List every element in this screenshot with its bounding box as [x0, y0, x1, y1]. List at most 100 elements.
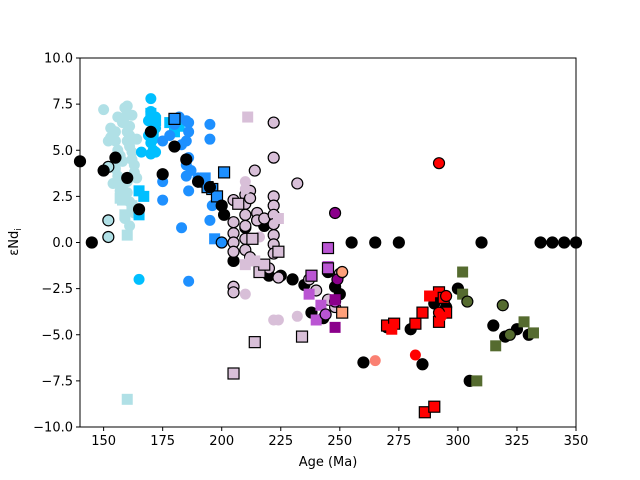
data-point-circle [156, 168, 169, 181]
series-thistle-circles-outlined [227, 116, 346, 314]
y-axis-label-subscript: i [14, 228, 24, 231]
data-point-circle [150, 146, 162, 158]
data-point-circle [461, 295, 474, 308]
data-point-circle [164, 129, 176, 141]
data-point-circle [204, 133, 216, 145]
data-point-circle [183, 275, 195, 287]
data-point-circle [121, 171, 134, 185]
y-tick-label: 7.5 [52, 98, 73, 113]
data-point-square [518, 316, 530, 328]
data-point-circle [131, 133, 143, 145]
data-point-square [329, 321, 341, 333]
data-point-circle [132, 203, 146, 216]
series-thistle-squares [239, 111, 284, 271]
data-point-circle [102, 135, 114, 147]
data-point-circle [109, 151, 122, 164]
y-tick-label: 2.5 [52, 190, 73, 205]
data-point-square [424, 290, 436, 302]
data-point-circle [409, 349, 421, 361]
data-point-circle [487, 319, 500, 332]
data-point-circle [227, 245, 240, 258]
data-point-square [321, 241, 335, 255]
series-dodger-circles-outlined [215, 236, 228, 249]
data-point-square [336, 306, 349, 319]
data-point-square [416, 306, 429, 319]
data-point-circle [109, 126, 121, 138]
y-tick-label: −2.5 [41, 282, 73, 297]
data-point-circle [145, 93, 157, 105]
data-point-square [272, 245, 285, 258]
data-point-circle [267, 151, 280, 164]
data-point-circle [546, 236, 559, 249]
y-axis-label-main: εNd [7, 231, 22, 256]
data-point-circle [133, 273, 145, 285]
plot-marks [73, 93, 583, 419]
series-olive-squares [457, 266, 539, 387]
x-tick-label: 150 [91, 434, 116, 449]
y-tick-label: −7.5 [41, 374, 73, 389]
x-tick-label: 200 [209, 434, 234, 449]
data-point-square [321, 262, 335, 275]
data-point-square [258, 258, 271, 271]
data-point-circle [369, 236, 382, 249]
data-point-circle [204, 214, 216, 226]
data-point-circle [345, 236, 358, 249]
series-orchid-squares-outlined [305, 241, 335, 282]
data-point-square [126, 200, 138, 212]
data-point-square [150, 115, 162, 127]
data-point-circle [369, 355, 381, 367]
data-point-square [409, 317, 422, 330]
data-point-square [457, 288, 469, 300]
data-point-circle [291, 177, 304, 190]
data-point-square [310, 314, 322, 326]
data-point-circle [180, 153, 193, 166]
data-point-circle [121, 100, 133, 112]
data-point-circle [102, 214, 115, 227]
y-axis-label: εNdi [7, 228, 24, 256]
series-light-cyan-squares [114, 192, 138, 405]
data-point-square [114, 192, 126, 204]
series-black-circles [73, 125, 583, 387]
data-point-circle [215, 236, 228, 249]
data-point-square [121, 393, 133, 405]
data-point-square [239, 259, 251, 271]
data-point-square [133, 185, 145, 197]
data-point-circle [357, 356, 370, 369]
data-point-circle [534, 236, 547, 249]
y-tick-label: 0.0 [52, 236, 73, 251]
data-point-circle [204, 118, 216, 130]
x-tick-label: 350 [564, 434, 589, 449]
data-point-square [121, 229, 133, 241]
data-point-circle [496, 299, 509, 312]
data-point-square [227, 367, 240, 380]
data-point-square [305, 269, 318, 282]
data-point-circle [144, 125, 157, 138]
data-point-square [295, 330, 309, 343]
data-point-circle [435, 310, 447, 322]
data-point-circle [291, 310, 303, 322]
data-point-square [168, 126, 180, 138]
data-point-circle [272, 314, 284, 326]
data-point-circle [272, 271, 285, 284]
data-point-square [471, 375, 483, 387]
data-point-circle [98, 104, 110, 116]
data-point-circle [432, 157, 446, 170]
data-point-circle [239, 219, 252, 232]
data-point-circle [286, 273, 299, 286]
data-point-circle [239, 208, 252, 221]
x-tick-label: 275 [386, 434, 411, 449]
series-dodger-circles [157, 111, 218, 287]
series-peach-circles-outlined [336, 265, 349, 279]
data-point-circle [319, 308, 332, 321]
data-point-circle [85, 236, 98, 249]
data-point-circle [124, 220, 136, 232]
data-point-square [527, 327, 539, 339]
data-point-square [232, 197, 245, 210]
data-point-circle [558, 236, 571, 249]
data-point-square [209, 233, 221, 245]
data-point-circle [336, 265, 349, 279]
x-tick-label: 300 [445, 434, 470, 449]
x-axis-label: Age (Ma) [299, 455, 358, 470]
series-peach-squares-outlined [336, 306, 349, 319]
